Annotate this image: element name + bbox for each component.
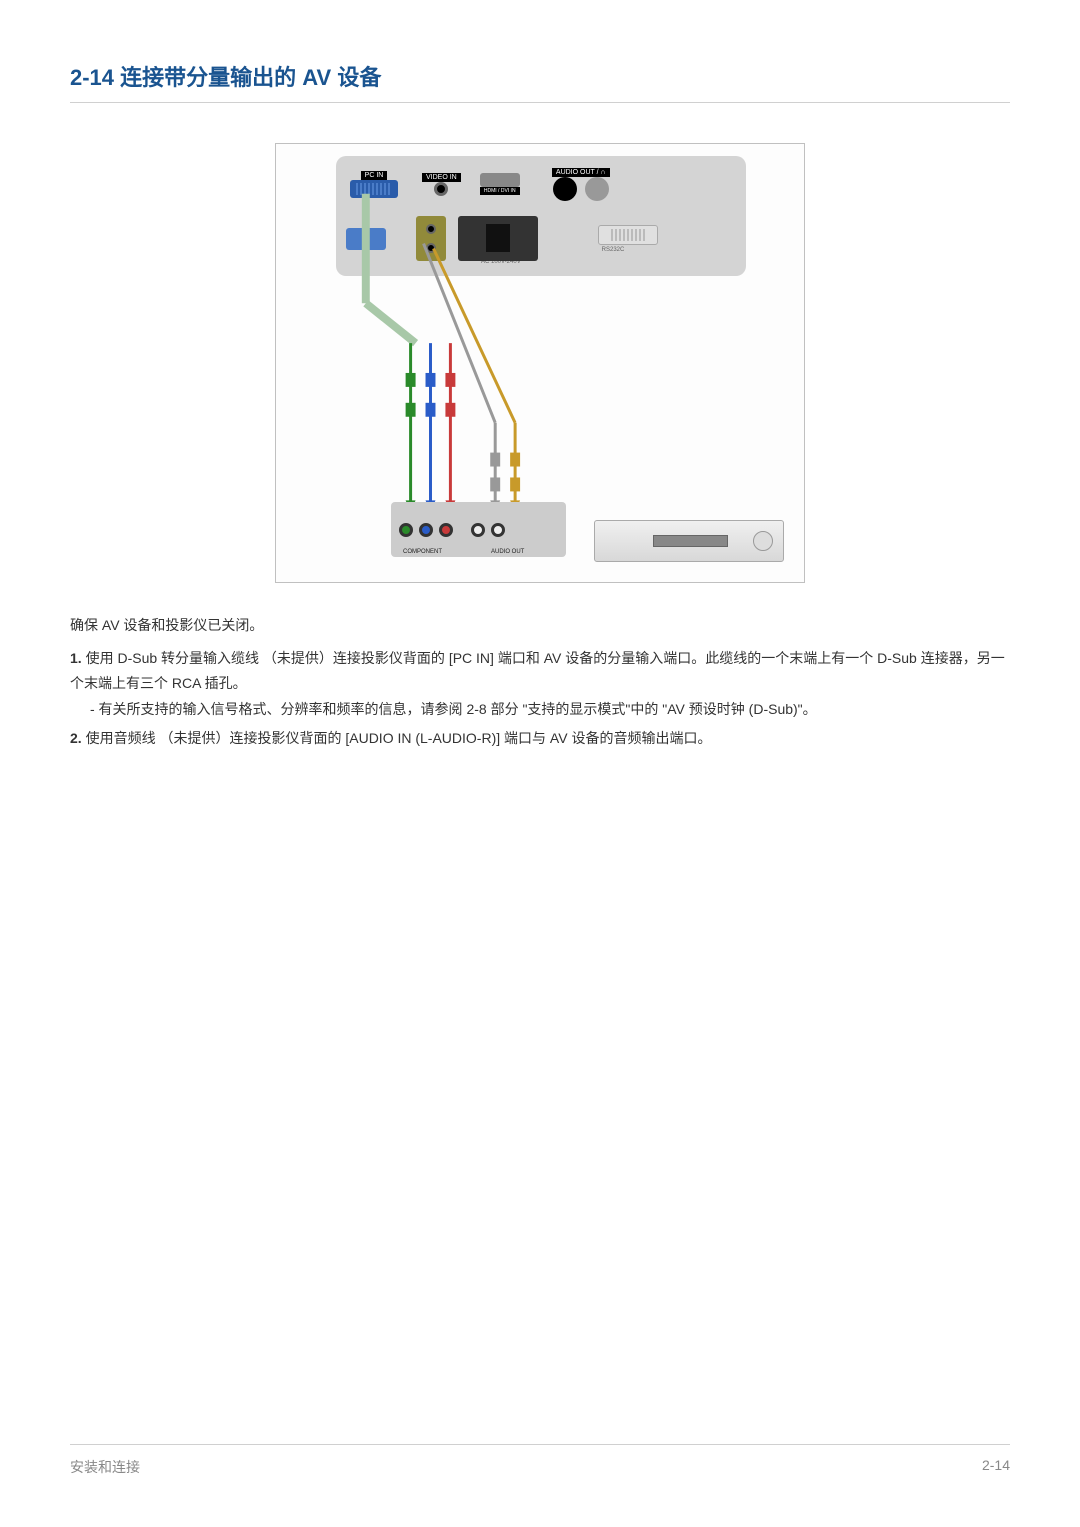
audio-out-label: AUDIO OUT [491,549,524,555]
section-number: 2-14 [70,65,114,90]
item1-sub: - 有关所支持的输入信号格式、分辨率和频率的信息，请参阅 2-8 部分 "支持的… [70,697,1010,722]
rca-l [491,523,505,537]
audio-out-jack-black [553,177,577,201]
connection-diagram: PC IN VIDEO IN HDMI / DVI IN AUDIO OUT /… [275,143,805,583]
rca-pb [419,523,433,537]
ensure-off-text: 确保 AV 设备和投影仪已关闭。 [70,613,1010,638]
video-in-jack [434,182,448,196]
video-in-label: VIDEO IN [422,173,461,182]
power-inlet [458,216,538,261]
projector-back-panel: PC IN VIDEO IN HDMI / DVI IN AUDIO OUT /… [336,156,746,276]
dvd-player [594,520,784,562]
hdmi-port [480,173,520,187]
rs232-label: RS232C [602,247,625,253]
dvd-knob [753,531,773,551]
section-title: 2-14 连接带分量输出的 AV 设备 [70,60,1010,103]
audio-out-top-label: AUDIO OUT / ∩ [552,168,610,177]
hdmi-label: HDMI / DVI IN [480,187,520,195]
item2-number: 2. [70,730,82,746]
item2-text: 使用音频线 （未提供）连接投影仪背面的 [AUDIO IN (L-AUDIO-R… [86,730,712,746]
rs232-port [598,225,658,245]
rca-y [399,523,413,537]
footer-right: 2-14 [982,1457,1010,1477]
item1-number: 1. [70,650,82,666]
section-title-text: 连接带分量输出的 AV 设备 [120,65,381,90]
footer-left: 安装和连接 [70,1457,140,1477]
instruction-text: 确保 AV 设备和投影仪已关闭。 1. 使用 D-Sub 转分量输入缆线 （未提… [70,613,1010,751]
audio-in-block [416,216,446,261]
page-footer: 安装和连接 2-14 [70,1444,1010,1477]
rca-pr [439,523,453,537]
audio-in-r [426,243,436,253]
hdmi-bottom-port [346,228,386,250]
item1-text: 使用 D-Sub 转分量输入缆线 （未提供）连接投影仪背面的 [PC IN] 端… [70,650,1005,691]
av-device-jacks: COMPONENT AUDIO OUT [391,502,566,557]
component-label: COMPONENT [403,549,442,555]
audio-in-l [426,224,436,234]
rca-r [471,523,485,537]
pc-in-label: PC IN [361,171,388,180]
pc-in-port [350,180,398,198]
dvd-tray [653,535,728,547]
audio-out-jack-grey [585,177,609,201]
